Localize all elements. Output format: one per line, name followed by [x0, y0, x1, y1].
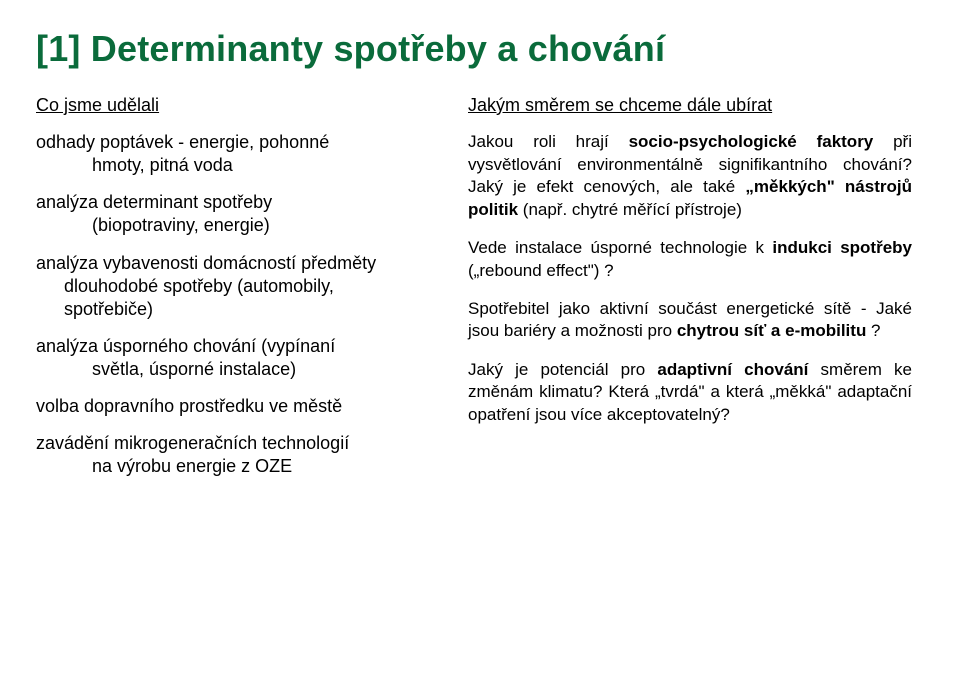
item-text: volba dopravního prostředku ve městě	[36, 396, 342, 416]
item-text: (biopotraviny, energie)	[36, 214, 438, 237]
text: ?	[866, 321, 880, 340]
right-paragraph: Vede instalace úsporné technologie k ind…	[468, 237, 912, 282]
left-item: analýza determinant spotřeby (biopotravi…	[36, 191, 438, 237]
columns: Co jsme udělali odhady poptávek - energi…	[36, 94, 924, 492]
item-text: analýza determinant spotřeby	[36, 192, 272, 212]
left-item: volba dopravního prostředku ve městě	[36, 395, 438, 418]
right-paragraph: Jaký je potenciál pro adaptivní chování …	[468, 359, 912, 426]
text: (např. chytré měřící přístroje)	[518, 200, 742, 219]
text: Vede instalace úsporné technologie k	[468, 238, 772, 257]
right-column: Jakým směrem se chceme dále ubírat Jakou…	[468, 94, 912, 492]
item-text: hmoty, pitná voda	[36, 154, 438, 177]
left-item: analýza vybavenosti domácností předměty …	[36, 252, 438, 321]
slide-title: [1] Determinanty spotřeby a chování	[36, 28, 924, 70]
right-heading: Jakým směrem se chceme dále ubírat	[468, 94, 912, 117]
left-item: zavádění mikrogeneračních technologií na…	[36, 432, 438, 478]
text: („rebound effect") ?	[468, 261, 614, 280]
item-text: dlouhodobé spotřeby (automobily,	[36, 275, 438, 298]
text: Jakou roli hrají	[468, 132, 629, 151]
left-column: Co jsme udělali odhady poptávek - energi…	[36, 94, 438, 492]
right-paragraph: Spotřebitel jako aktivní součást energet…	[468, 298, 912, 343]
left-heading: Co jsme udělali	[36, 94, 438, 117]
item-text: světla, úsporné instalace)	[36, 358, 438, 381]
item-text: odhady poptávek - energie, pohonné	[36, 132, 329, 152]
item-text: analýza úsporného chování (vypínaní	[36, 336, 335, 356]
item-text: spotřebiče)	[36, 298, 438, 321]
left-item: analýza úsporného chování (vypínaní svět…	[36, 335, 438, 381]
item-text: zavádění mikrogeneračních technologií	[36, 433, 349, 453]
bold-text: indukci spotřeby	[772, 238, 912, 257]
item-text: analýza vybavenosti domácností předměty	[36, 253, 376, 273]
right-paragraph: Jakou roli hrají socio-psychologické fak…	[468, 131, 912, 221]
bold-text: socio-psychologické faktory	[629, 132, 874, 151]
item-text: na výrobu energie z OZE	[36, 455, 438, 478]
text: Jaký je potenciál pro	[468, 360, 657, 379]
bold-text: chytrou síť a e-mobilitu	[677, 321, 867, 340]
slide: [1] Determinanty spotřeby a chování Co j…	[0, 0, 960, 684]
bold-text: adaptivní chování	[657, 360, 808, 379]
left-item: odhady poptávek - energie, pohonné hmoty…	[36, 131, 438, 177]
